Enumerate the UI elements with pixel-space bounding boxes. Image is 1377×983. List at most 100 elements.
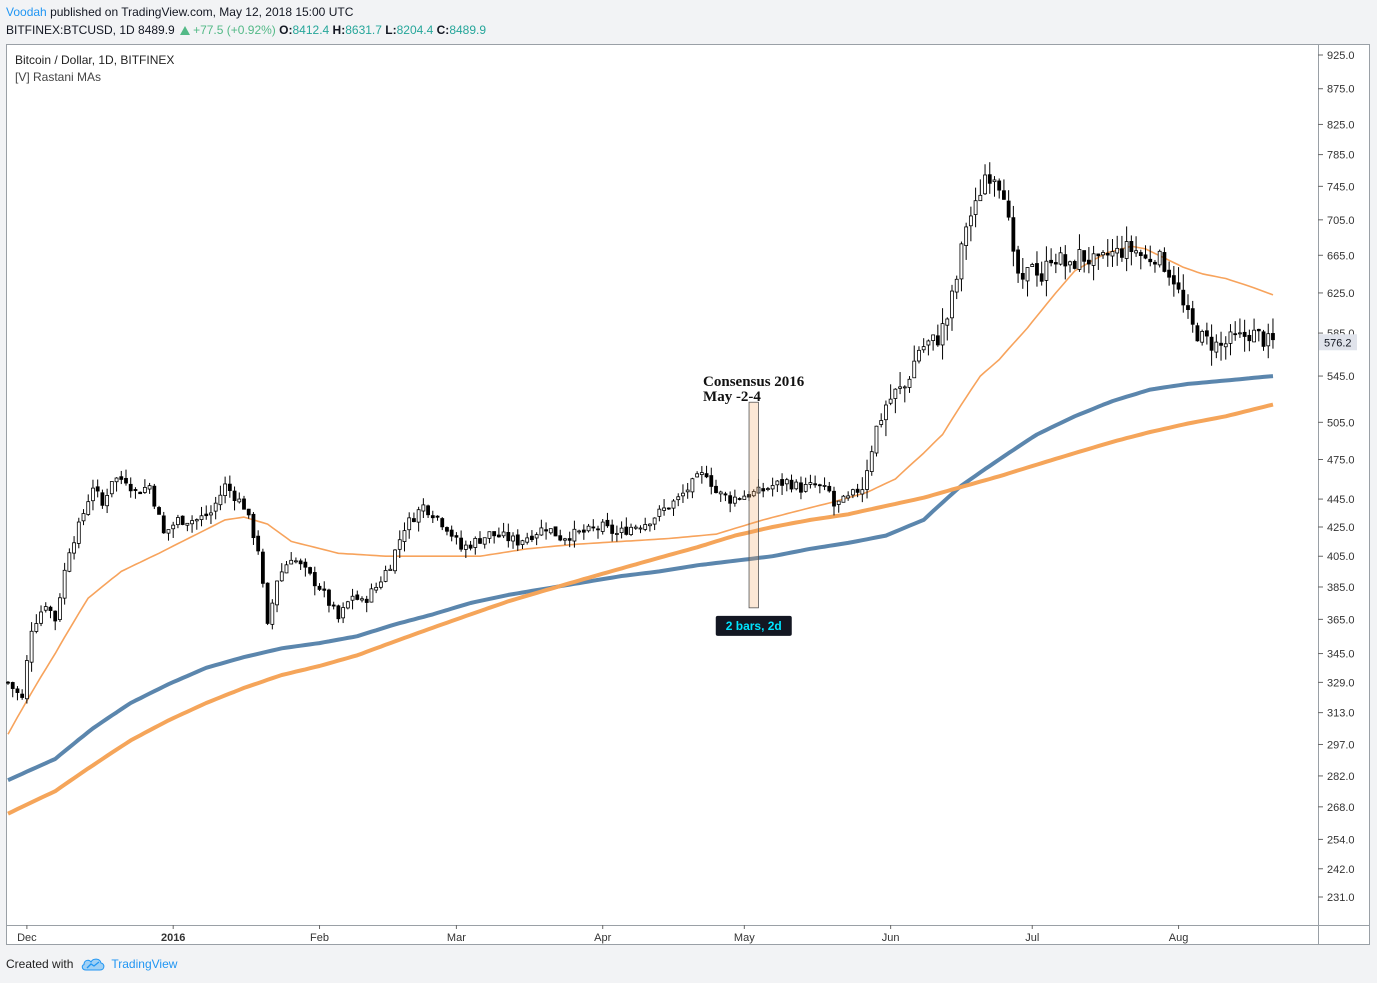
candle-body xyxy=(284,564,289,574)
candle-body xyxy=(935,335,940,346)
annotation-title: Consensus 2016 xyxy=(703,374,805,390)
quote-line: BITFINEX:BTCUSD, 1D 8489.9 +77.5 (+0.92%… xyxy=(6,21,486,39)
candle-body xyxy=(430,515,435,519)
candle-body xyxy=(308,567,312,574)
legend-indicator[interactable]: [V] Rastani MAs xyxy=(15,70,102,84)
candle-body xyxy=(48,606,53,611)
candle-body xyxy=(563,538,567,541)
candle-body xyxy=(482,537,487,545)
candle-body xyxy=(459,537,464,550)
candle-body xyxy=(968,215,973,227)
candle-body xyxy=(1124,241,1129,259)
candle-body xyxy=(950,290,954,319)
candle-body xyxy=(534,534,539,539)
tradingview-link[interactable]: TradingView xyxy=(81,957,177,971)
x-tick-label: Feb xyxy=(310,932,329,944)
candle-body xyxy=(133,489,138,491)
candle-body xyxy=(869,451,874,472)
candle-body xyxy=(128,483,133,492)
last-price: 8489.9 xyxy=(138,23,175,37)
price-chart[interactable]: 925.0 875.0 825.0 785.0 745.0 705.0 665.0 625.0… xyxy=(6,44,1370,945)
candle-body xyxy=(600,521,605,532)
up-arrow-icon xyxy=(180,26,191,35)
candle-body xyxy=(902,386,907,389)
candle-body xyxy=(926,340,931,346)
candle-body xyxy=(780,479,784,486)
high-label: H: xyxy=(332,23,346,37)
candle-body xyxy=(256,535,261,552)
candle-body xyxy=(270,602,275,625)
candle-body xyxy=(506,532,511,542)
candle-body xyxy=(1096,253,1101,257)
candle-body xyxy=(718,491,723,495)
candle-body xyxy=(572,528,577,542)
candle-body xyxy=(671,500,676,509)
candle-body xyxy=(581,529,586,533)
cloud-logo-icon xyxy=(82,958,105,971)
candle-body xyxy=(638,527,643,530)
candle-body xyxy=(1261,331,1266,347)
published-text: published on TradingView.com, May 12, 20… xyxy=(50,5,354,19)
candle-body xyxy=(374,586,379,591)
candle-body xyxy=(312,572,317,587)
candle-body xyxy=(1058,252,1063,265)
candle-body xyxy=(1153,261,1157,265)
candle-body xyxy=(978,194,983,202)
candle-body xyxy=(648,523,652,527)
candle-body xyxy=(1233,333,1238,336)
candle-body xyxy=(1148,258,1153,263)
candle-body xyxy=(114,477,119,483)
author-link[interactable]: Voodah xyxy=(6,5,47,19)
candle-body xyxy=(246,508,251,516)
candle-body xyxy=(369,588,374,603)
candle-body xyxy=(223,483,228,497)
candle-body xyxy=(336,605,341,620)
y-tick-label: 254.0 xyxy=(1327,834,1355,846)
candle-body xyxy=(808,482,813,485)
candle-body xyxy=(24,660,29,700)
candle-body xyxy=(992,179,997,183)
candle-body xyxy=(879,420,884,425)
candle-body xyxy=(100,492,105,506)
candle-body xyxy=(355,594,360,600)
candle-body xyxy=(421,504,426,512)
candle-body xyxy=(799,482,803,493)
candle-body xyxy=(1157,250,1162,266)
candle-body xyxy=(407,517,412,531)
candle-body xyxy=(10,682,15,689)
candle-body xyxy=(1063,254,1068,267)
candle-body xyxy=(1011,217,1016,252)
y-tick-label: 625.0 xyxy=(1327,288,1355,300)
candle-body xyxy=(119,476,124,480)
candle-body xyxy=(81,513,86,522)
close-value: 8489.9 xyxy=(449,23,487,37)
candle-body xyxy=(1190,308,1195,325)
candle-body xyxy=(95,486,100,492)
candle-body xyxy=(209,512,213,516)
last-price-label: 576.2 xyxy=(1324,337,1352,349)
tradingview-brand: TradingView xyxy=(111,957,178,971)
candle-body xyxy=(577,530,582,533)
candle-body xyxy=(751,491,756,497)
candle-body xyxy=(1044,260,1049,281)
x-tick-label: Apr xyxy=(594,932,611,944)
candle-body xyxy=(76,521,81,544)
candle-body xyxy=(832,490,836,507)
candle-body xyxy=(1030,264,1035,267)
candle-body xyxy=(232,490,237,501)
candle-body xyxy=(520,540,525,545)
candle-body xyxy=(492,531,497,537)
candle-body xyxy=(440,518,445,528)
candle-body xyxy=(997,180,1002,191)
candle-body xyxy=(1025,267,1030,282)
candle-body xyxy=(124,477,128,484)
candle-body xyxy=(15,688,20,693)
candle-body xyxy=(1002,190,1006,200)
candle-body xyxy=(676,496,681,501)
candle-body xyxy=(898,386,902,389)
candle-body xyxy=(496,534,501,538)
y-tick-label: 385.0 xyxy=(1327,582,1355,594)
candle-body xyxy=(1219,342,1223,346)
range-label: 2 bars, 2d xyxy=(726,619,782,633)
candle-body xyxy=(62,569,67,599)
